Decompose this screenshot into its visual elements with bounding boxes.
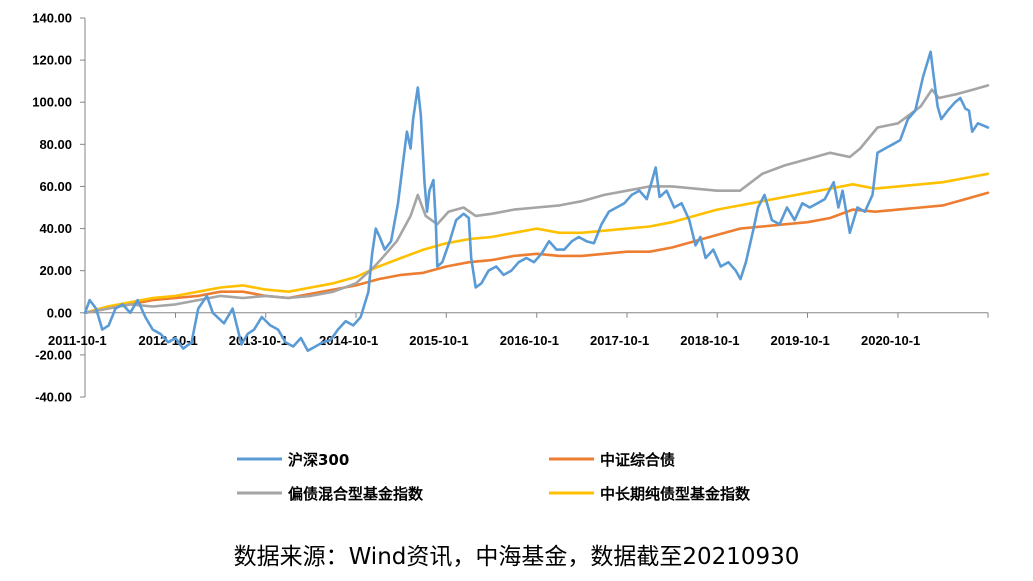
legend-label: 中长期纯债型基金指数: [600, 485, 751, 503]
x-tick-label: 2011-10-1: [48, 333, 107, 348]
x-tick-label: 2013-10-1: [229, 333, 288, 348]
x-tick-label: 2017-10-1: [590, 333, 649, 348]
y-tick-label: 40.00: [39, 221, 72, 236]
series-line-3: [83, 172, 990, 315]
series-line-0: [83, 50, 990, 352]
series-lines: [83, 50, 990, 352]
x-tick-label: 2015-10-1: [409, 333, 468, 348]
y-tick-label: 0.00: [47, 305, 72, 320]
y-tick-label: 120.00: [32, 53, 72, 68]
x-axis: 2011-10-1 2012-10-1 2013-10-1 2014-10-1 2015…: [48, 312, 989, 348]
y-tick-label: -20.00: [35, 347, 72, 362]
x-tick-label: 2012-10-1: [138, 333, 197, 348]
y-tick-label: 100.00: [32, 95, 72, 110]
x-tick-label: 2018-10-1: [680, 333, 739, 348]
y-tick-label: 140.00: [32, 11, 72, 26]
series-line-1: [83, 191, 990, 315]
x-tick-label: 2016-10-1: [500, 333, 559, 348]
x-tick-label: 2019-10-1: [770, 333, 829, 348]
source-note: 数据来源：Wind资讯，中海基金，数据截至20210930: [233, 544, 800, 570]
y-tick-label: -40.00: [35, 390, 72, 405]
y-axis: 140.00 120.00 100.00 80.00 60.00 40.00 20.00 0.…: [32, 11, 86, 405]
x-tick-label: 2020-10-1: [861, 333, 920, 348]
legend-label: 偏债混合型基金指数: [288, 485, 424, 503]
y-tick-label: 80.00: [39, 137, 72, 152]
series-line-2: [83, 84, 990, 315]
legend-label: 沪深300: [288, 451, 349, 469]
legend-label: 中证综合债: [600, 451, 675, 469]
y-tick-label: 60.00: [39, 179, 72, 194]
y-tick-label: 20.00: [39, 263, 72, 278]
